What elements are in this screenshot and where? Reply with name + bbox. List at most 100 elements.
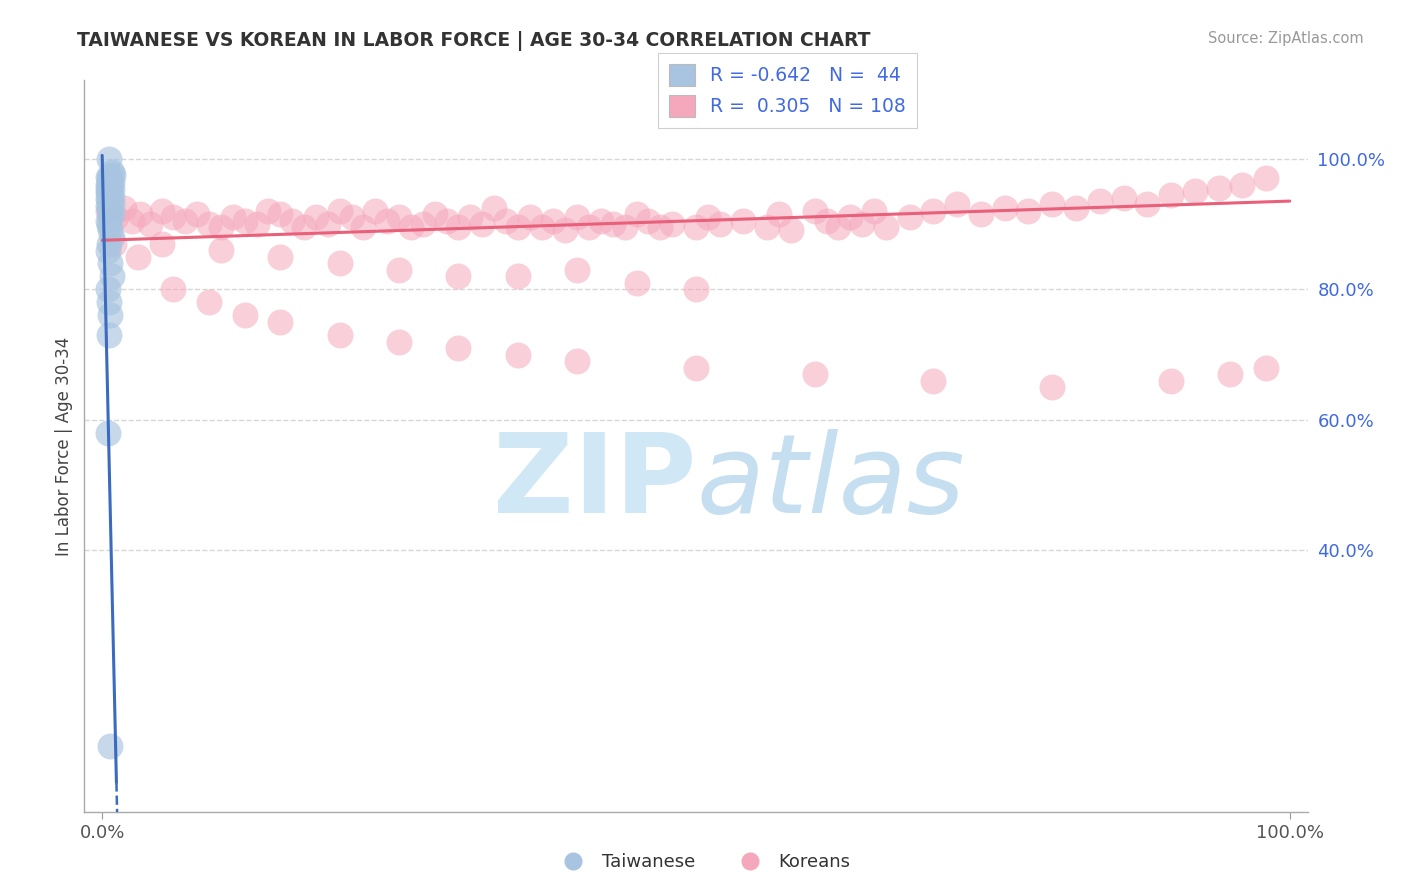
Point	[269, 315, 291, 329]
Point	[162, 211, 184, 225]
Point	[100, 183, 122, 197]
Point	[97, 169, 120, 184]
Point	[100, 169, 122, 184]
Point	[1184, 184, 1206, 198]
Point	[543, 213, 565, 227]
Point	[100, 309, 122, 323]
Point	[922, 374, 945, 388]
Point	[98, 195, 121, 210]
Point	[98, 295, 121, 310]
Point	[97, 213, 120, 227]
Point	[198, 217, 221, 231]
Point	[97, 186, 120, 200]
Point	[233, 213, 256, 227]
Point	[1232, 178, 1254, 192]
Point	[375, 213, 398, 227]
Point	[97, 192, 120, 206]
Point	[257, 203, 280, 218]
Point	[129, 207, 152, 221]
Point	[329, 256, 352, 270]
Point	[97, 244, 120, 259]
Point	[447, 341, 470, 355]
Point	[994, 201, 1017, 215]
Point	[97, 178, 120, 192]
Point	[329, 203, 352, 218]
Point	[685, 360, 707, 375]
Point	[100, 174, 122, 188]
Point	[97, 199, 120, 213]
Point	[100, 197, 122, 211]
Point	[530, 220, 553, 235]
Point	[851, 217, 873, 231]
Point	[661, 217, 683, 231]
Point	[1254, 360, 1277, 375]
Point	[364, 203, 387, 218]
Point	[100, 739, 122, 754]
Point	[650, 220, 672, 235]
Text: ZIP: ZIP	[492, 429, 696, 536]
Point	[685, 220, 707, 235]
Point	[98, 191, 121, 205]
Point	[839, 211, 862, 225]
Point	[209, 243, 232, 257]
Point	[827, 220, 849, 235]
Point	[352, 220, 374, 235]
Text: Source: ZipAtlas.com: Source: ZipAtlas.com	[1208, 31, 1364, 46]
Point	[98, 171, 121, 186]
Point	[815, 213, 838, 227]
Point	[626, 207, 648, 221]
Legend: R = -0.642   N =  44, R =  0.305   N = 108: R = -0.642 N = 44, R = 0.305 N = 108	[658, 54, 918, 128]
Point	[447, 269, 470, 284]
Point	[100, 194, 122, 208]
Point	[471, 217, 494, 231]
Point	[112, 201, 135, 215]
Point	[98, 176, 121, 190]
Point	[1160, 187, 1182, 202]
Point	[970, 207, 993, 221]
Point	[316, 217, 339, 231]
Point	[98, 184, 121, 198]
Point	[101, 168, 124, 182]
Point	[803, 367, 825, 381]
Point	[150, 236, 173, 251]
Point	[875, 220, 897, 235]
Point	[1136, 197, 1159, 211]
Y-axis label: In Labor Force | Age 30-34: In Labor Force | Age 30-34	[55, 336, 73, 556]
Point	[733, 213, 755, 227]
Point	[1254, 171, 1277, 186]
Point	[460, 211, 482, 225]
Point	[482, 201, 505, 215]
Point	[100, 211, 122, 225]
Point	[803, 203, 825, 218]
Point	[506, 269, 529, 284]
Point	[209, 220, 232, 235]
Point	[305, 211, 328, 225]
Point	[98, 328, 121, 343]
Legend: Taiwanese, Koreans: Taiwanese, Koreans	[548, 847, 858, 879]
Point	[100, 230, 122, 244]
Point	[105, 211, 128, 225]
Point	[567, 354, 589, 368]
Point	[554, 223, 576, 237]
Point	[1040, 380, 1063, 394]
Point	[100, 206, 122, 220]
Point	[97, 182, 120, 196]
Point	[245, 217, 267, 231]
Point	[329, 328, 352, 343]
Point	[100, 179, 122, 194]
Point	[100, 256, 122, 270]
Point	[709, 217, 731, 231]
Point	[98, 152, 121, 166]
Point	[388, 334, 411, 349]
Point	[100, 189, 122, 203]
Point	[637, 213, 659, 227]
Point	[495, 213, 517, 227]
Point	[685, 282, 707, 296]
Point	[98, 180, 121, 194]
Point	[399, 220, 422, 235]
Point	[1018, 203, 1040, 218]
Point	[100, 202, 122, 216]
Point	[567, 262, 589, 277]
Point	[589, 213, 612, 227]
Point	[567, 211, 589, 225]
